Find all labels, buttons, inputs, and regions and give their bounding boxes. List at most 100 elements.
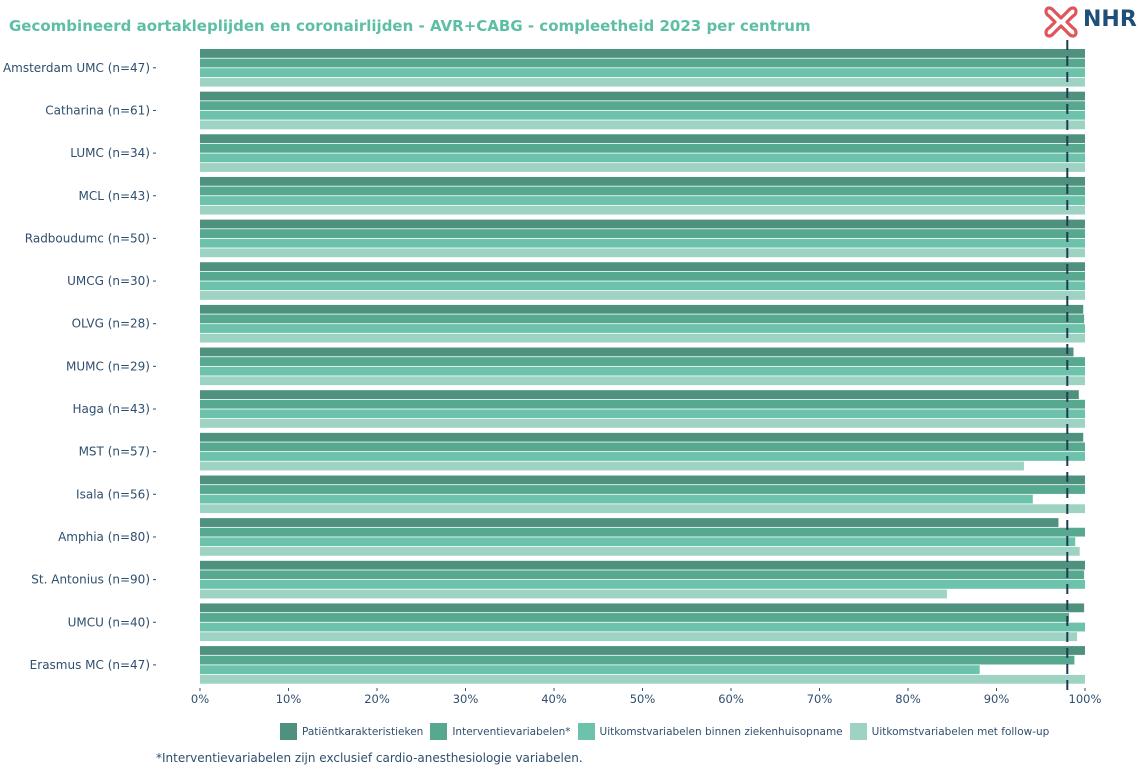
bar	[200, 153, 1085, 163]
legend-item: Interventievariabelen*	[430, 723, 571, 740]
bar	[200, 589, 947, 599]
x-tick-label: 0%	[191, 692, 209, 706]
bar	[200, 527, 1085, 537]
bar	[200, 632, 1078, 642]
category-labels: Amsterdam UMC (n=47) Catharina (n=61) LUMC…	[3, 61, 156, 672]
bar	[200, 622, 1085, 632]
bar	[200, 134, 1085, 144]
x-tick-label: 40%	[541, 692, 567, 706]
bar	[200, 248, 1085, 258]
bar	[200, 452, 1085, 461]
x-tick-label: 60%	[718, 692, 744, 706]
bar	[200, 314, 1085, 324]
legend-item: Uitkomstvariabelen met follow-up	[849, 723, 1050, 740]
x-tick-label: 80%	[895, 692, 921, 706]
category-label: Erasmus MC (n=47)	[30, 658, 150, 672]
bar	[200, 665, 980, 675]
bar	[200, 120, 1085, 130]
bar	[200, 409, 1085, 419]
bar	[200, 613, 1070, 622]
bar	[200, 101, 1085, 111]
x-tick-label: 50%	[630, 692, 656, 706]
category-label: MST (n=57)	[79, 445, 150, 459]
category-label: Amsterdam UMC (n=47)	[3, 61, 150, 75]
bar	[200, 281, 1085, 291]
bar	[200, 219, 1085, 229]
bar	[200, 271, 1085, 281]
bar	[200, 655, 1075, 665]
category-label: OLVG (n=28)	[72, 317, 150, 331]
category-label: MCL (n=43)	[78, 189, 150, 203]
legend-item: Uitkomstvariabelen binnen ziekenhuisopna…	[577, 723, 843, 740]
bar	[200, 390, 1079, 399]
bar	[200, 357, 1085, 366]
bar	[200, 560, 1085, 570]
x-tick-label: 90%	[984, 692, 1010, 706]
bar	[200, 205, 1085, 215]
category-label: MUMC (n=29)	[66, 359, 150, 373]
bar	[200, 58, 1085, 68]
bar	[200, 176, 1085, 186]
bar	[200, 485, 1085, 494]
bar	[200, 674, 1085, 684]
x-tick-label: 100%	[1069, 692, 1102, 706]
completeness-bar-chart: Amsterdam UMC (n=47) Catharina (n=61) LUMC…	[3, 40, 1102, 706]
bar	[200, 229, 1085, 238]
bar	[200, 333, 1085, 343]
bar	[200, 603, 1085, 613]
x-tick-label: 30%	[453, 692, 479, 706]
bar	[200, 546, 1080, 556]
bar	[200, 238, 1085, 248]
bar	[200, 291, 1085, 300]
nhr-logo-icon	[1044, 6, 1078, 38]
bar	[200, 537, 1076, 547]
x-tick-label: 10%	[276, 692, 302, 706]
bar	[200, 186, 1085, 196]
bar	[200, 143, 1085, 153]
bar	[200, 518, 1059, 527]
category-label: Catharina (n=61)	[45, 103, 150, 117]
bar	[200, 110, 1085, 120]
bar	[200, 646, 1085, 655]
bar	[200, 68, 1085, 77]
bar	[200, 399, 1085, 409]
category-label: Amphia (n=80)	[58, 530, 150, 544]
legend-item: Patiëntkarakteristieken	[280, 723, 423, 740]
bar	[200, 196, 1085, 205]
bar	[200, 49, 1085, 58]
legend-label: Patiëntkarakteristieken	[302, 725, 424, 738]
legend-label: Uitkomstvariabelen met follow-up	[871, 725, 1050, 738]
bar	[200, 77, 1085, 87]
footnote: *Interventievariabelen zijn exclusief ca…	[156, 751, 583, 765]
x-axis: 0% 10% 20% 30% 40% 50% 60% 70% 80% 90% 100%	[191, 688, 1102, 706]
category-label: UMCG (n=30)	[67, 274, 150, 288]
category-label: Haga (n=43)	[73, 402, 150, 416]
x-tick-label: 70%	[807, 692, 833, 706]
bar	[200, 376, 1085, 386]
bar	[200, 461, 1024, 471]
bar	[200, 432, 1084, 442]
legend-swatch	[280, 723, 297, 740]
bar	[200, 347, 1074, 357]
bar	[200, 475, 1085, 485]
category-label: LUMC (n=34)	[70, 146, 150, 160]
bar	[200, 570, 1085, 580]
legend-label: Uitkomstvariabelen binnen ziekenhuisopna…	[599, 725, 843, 738]
bar	[200, 504, 1085, 514]
nhr-logo: NHR	[1043, 4, 1137, 40]
category-label: St. Antonius (n=90)	[31, 573, 150, 587]
category-label: Radboudumc (n=50)	[25, 231, 150, 245]
legend-swatch	[430, 723, 448, 740]
legend: Patiëntkarakteristieken Interventievariab…	[280, 723, 1049, 740]
bar	[200, 324, 1085, 333]
bar	[200, 442, 1085, 452]
x-tick-label: 20%	[364, 692, 390, 706]
bar	[200, 494, 1033, 504]
legend-swatch	[577, 723, 595, 740]
bar	[200, 366, 1085, 376]
legend-swatch	[849, 723, 867, 740]
logo-text: NHR	[1083, 7, 1137, 32]
bars-group	[200, 49, 1085, 684]
legend-label: Interventievariabelen*	[452, 725, 571, 738]
page-title: Gecombineerd aortakleplijden en coronair…	[9, 17, 811, 35]
